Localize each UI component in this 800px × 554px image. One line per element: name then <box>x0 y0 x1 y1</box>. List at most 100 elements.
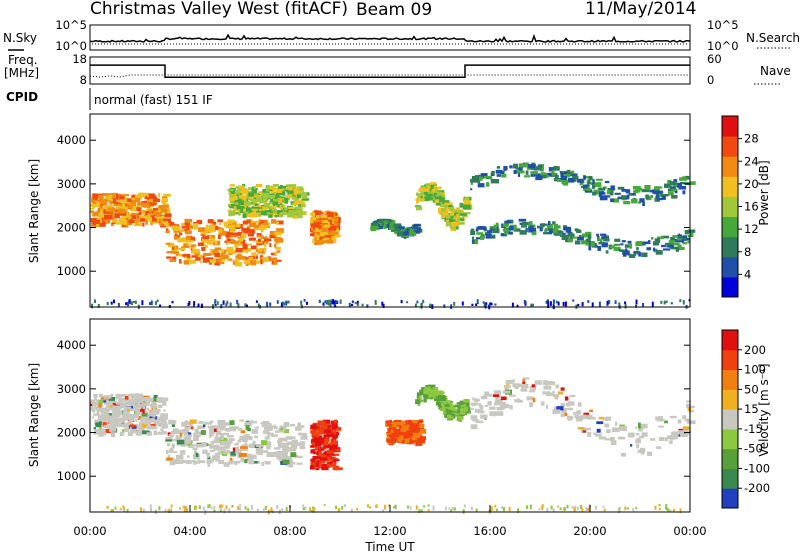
heatmap-cell <box>248 257 253 261</box>
heatmap-cell <box>284 197 289 201</box>
heatmap-cell <box>239 238 244 242</box>
heatmap-cell <box>501 401 506 407</box>
colorbar-tick-label: 28 <box>744 132 759 146</box>
heatmap-cell <box>166 449 169 455</box>
heatmap-cell <box>423 505 426 508</box>
heatmap-cell <box>302 504 305 508</box>
heatmap-cell <box>184 421 190 426</box>
heatmap-cell <box>687 240 690 244</box>
heatmap-cell <box>129 301 131 305</box>
heatmap-cell <box>462 508 465 514</box>
heatmap-cell <box>191 244 196 247</box>
heatmap-cell <box>225 440 233 444</box>
heatmap-cell <box>276 505 279 509</box>
heatmap-cell <box>214 247 222 251</box>
power-colorbar-label: Power [dB] <box>757 160 771 225</box>
heatmap-cell <box>490 506 493 512</box>
heatmap-cell <box>351 300 354 303</box>
beam-label: Beam 09 <box>356 0 432 20</box>
heatmap-cell <box>161 413 168 417</box>
heatmap-cell <box>203 252 212 256</box>
heatmap-cell <box>98 402 102 408</box>
heatmap-cell <box>290 461 296 465</box>
heatmap-cell <box>500 233 507 237</box>
heatmap-cell <box>122 402 131 405</box>
heatmap-cell <box>674 238 683 243</box>
heatmap-cell <box>680 238 688 241</box>
heatmap-cell <box>164 213 172 218</box>
heatmap-cell <box>455 226 459 230</box>
heatmap-cell <box>427 384 436 387</box>
heatmap-cell <box>148 193 155 198</box>
heatmap-cell <box>111 393 114 397</box>
heatmap-cell <box>516 383 525 388</box>
heatmap-cell <box>610 185 615 190</box>
heatmap-cell <box>406 430 413 434</box>
heatmap-cell <box>620 250 628 252</box>
heatmap-cell <box>622 195 630 199</box>
heatmap-cell <box>170 504 173 508</box>
heatmap-cell <box>295 455 303 459</box>
heatmap-cell <box>118 198 122 203</box>
heatmap-cell <box>255 193 258 197</box>
heatmap-cell <box>678 236 682 239</box>
heatmap-cell <box>269 302 272 307</box>
heatmap-cell <box>126 509 129 513</box>
heatmap-cell <box>655 416 660 421</box>
heatmap-cell <box>639 447 646 453</box>
heatmap-cell <box>237 236 242 239</box>
colorbar-swatch <box>722 488 738 509</box>
heatmap-cell <box>263 429 270 435</box>
heatmap-cell <box>123 406 132 411</box>
heatmap-cell <box>91 303 94 309</box>
heatmap-cell <box>110 198 116 204</box>
heatmap-cell <box>656 418 665 422</box>
heatmap-cell <box>247 233 254 237</box>
heatmap-cell <box>330 299 333 303</box>
heatmap-cell <box>689 232 694 236</box>
heatmap-cell <box>136 411 143 415</box>
heatmap-cell <box>583 184 590 189</box>
heatmap-cell <box>652 247 656 251</box>
heatmap-cell <box>636 438 641 441</box>
heatmap-cell <box>283 422 290 427</box>
heatmap-cell <box>332 423 338 428</box>
noise-left-label: N.Sky <box>3 31 37 45</box>
heatmap-cell <box>230 221 237 226</box>
heatmap-cell <box>186 434 193 437</box>
heatmap-cell <box>290 447 296 452</box>
heatmap-cell <box>242 183 246 187</box>
heatmap-cell <box>504 385 509 391</box>
heatmap-cell <box>156 198 161 202</box>
heatmap-cell <box>193 301 196 306</box>
heatmap-cell <box>169 448 174 452</box>
heatmap-cell <box>166 457 174 461</box>
heatmap-cell <box>208 225 216 230</box>
heatmap-cell <box>323 228 328 233</box>
heatmap-cell <box>578 402 582 407</box>
heatmap-cell <box>662 248 671 251</box>
heatmap-cell <box>432 387 439 392</box>
heatmap-cell <box>188 300 191 305</box>
heatmap-cell <box>245 256 248 261</box>
heatmap-cell <box>119 212 127 216</box>
heatmap-cell <box>499 405 505 410</box>
colorbar-swatch <box>722 369 738 390</box>
heatmap-cell <box>658 425 664 428</box>
heatmap-cell <box>528 164 536 169</box>
heatmap-cell <box>571 506 574 509</box>
heatmap-cell <box>412 419 418 424</box>
heatmap-cell <box>661 196 666 200</box>
heatmap-cell <box>171 422 176 427</box>
heatmap-cell <box>243 220 251 224</box>
heatmap-cell <box>596 421 604 425</box>
heatmap-cell <box>661 244 666 248</box>
heatmap-cell <box>529 227 537 232</box>
heatmap-cell <box>184 218 193 223</box>
heatmap-cell <box>197 460 205 464</box>
heatmap-cell <box>301 198 309 201</box>
heatmap-cell <box>134 393 139 398</box>
heatmap-cell <box>456 213 461 218</box>
heatmap-cell <box>263 421 270 425</box>
heatmap-cell <box>209 259 217 264</box>
